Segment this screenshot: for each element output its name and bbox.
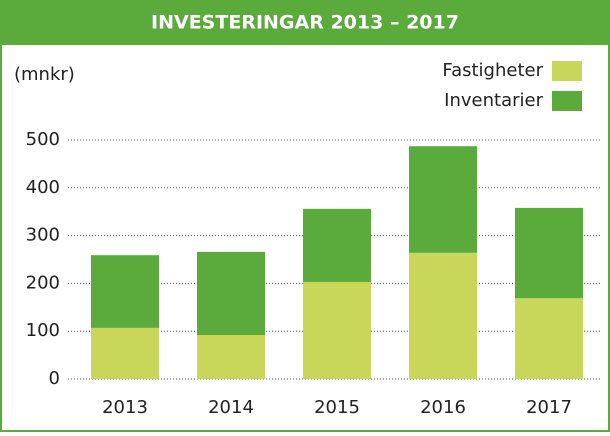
x-tick-label: 2014 bbox=[208, 397, 254, 418]
chart-title: INVESTERINGAR 2013 – 2017 bbox=[151, 12, 459, 34]
y-tick-label: 200 bbox=[26, 272, 60, 293]
legend-swatch bbox=[552, 61, 582, 81]
y-tick-label: 400 bbox=[26, 177, 60, 198]
x-tick-label: 2015 bbox=[314, 397, 360, 418]
x-tick-label: 2017 bbox=[526, 397, 572, 418]
bar-segment bbox=[91, 255, 159, 328]
legend-label: Fastigheter bbox=[442, 60, 543, 81]
y-axis-label: (mnkr) bbox=[14, 64, 75, 85]
bar-segment bbox=[409, 252, 477, 379]
bar-segment bbox=[303, 281, 371, 379]
y-tick-label: 300 bbox=[26, 225, 60, 246]
title-bar bbox=[0, 0, 610, 45]
y-tick-label: 500 bbox=[26, 129, 60, 150]
x-tick-label: 2013 bbox=[102, 397, 148, 418]
bar-segment bbox=[409, 146, 477, 253]
y-tick-label: 0 bbox=[49, 368, 60, 389]
legend-label: Inventarier bbox=[444, 90, 543, 111]
x-tick-label: 2016 bbox=[420, 397, 466, 418]
bar-segment bbox=[303, 208, 371, 282]
bar-segment bbox=[515, 207, 583, 299]
bar-segment bbox=[515, 298, 583, 379]
y-tick-label: 100 bbox=[26, 320, 60, 341]
bar-segment bbox=[91, 327, 159, 379]
bar-segment bbox=[197, 251, 265, 336]
legend-swatch bbox=[552, 91, 582, 111]
bar-segment bbox=[197, 335, 265, 379]
